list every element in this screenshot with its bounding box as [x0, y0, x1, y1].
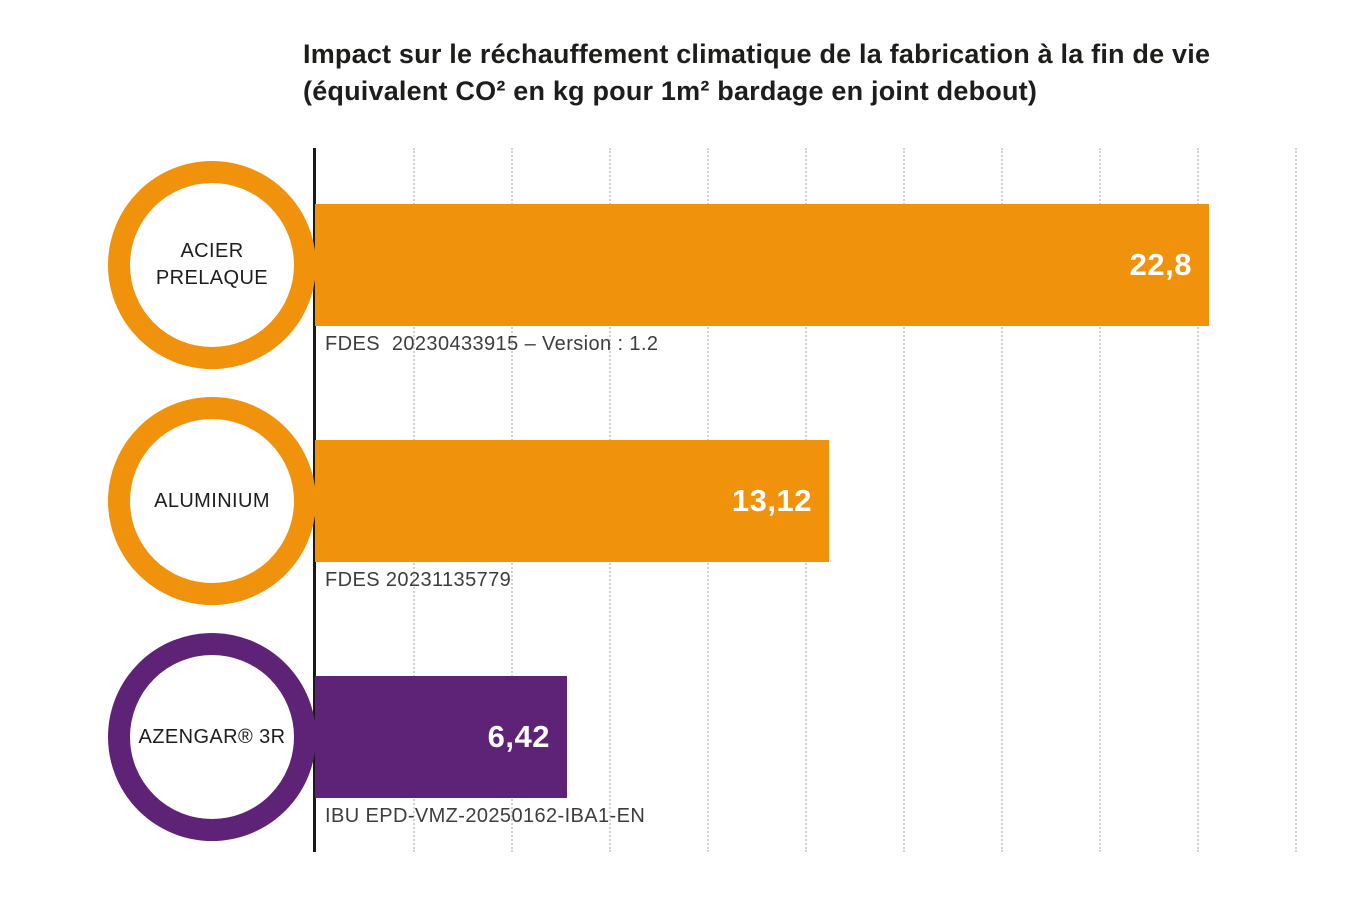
- bar-reference-label: FDES 20231135779: [325, 569, 512, 591]
- chart-title-line-1: Impact sur le réchauffement climatique d…: [303, 39, 1211, 69]
- category-ring-badge: ACIER PRELAQUE: [108, 161, 316, 369]
- category-ring-badge: AZENGAR® 3R: [108, 633, 316, 841]
- bar-reference-label: IBU EPD-VMZ-20250162-IBA1-EN: [325, 805, 646, 827]
- bar: 22,8: [315, 204, 1209, 326]
- bar: 13,12: [315, 440, 829, 562]
- grid-line: [1001, 148, 1003, 852]
- bar-reference-label: FDES 20230433915 – Version : 1.2: [325, 333, 659, 355]
- grid-line: [1295, 148, 1297, 852]
- grid-line: [1099, 148, 1101, 852]
- bar-value-label: 6,42: [487, 719, 550, 754]
- category-ring-badge: ALUMINIUM: [108, 397, 316, 605]
- grid-line: [1197, 148, 1199, 852]
- bar-value-label: 13,12: [731, 483, 812, 518]
- chart-title: Impact sur le réchauffement climatique d…: [303, 36, 1333, 110]
- chart-title-line-2: (équivalent CO² en kg pour 1m² bardage e…: [303, 76, 1038, 106]
- bar: 6,42: [315, 676, 567, 798]
- bar-value-label: 22,8: [1129, 247, 1192, 282]
- category-label: ACIER PRELAQUE: [155, 240, 269, 289]
- category-label: AZENGAR® 3R: [138, 725, 286, 748]
- grid-line: [903, 148, 905, 852]
- category-label: ALUMINIUM: [154, 489, 270, 512]
